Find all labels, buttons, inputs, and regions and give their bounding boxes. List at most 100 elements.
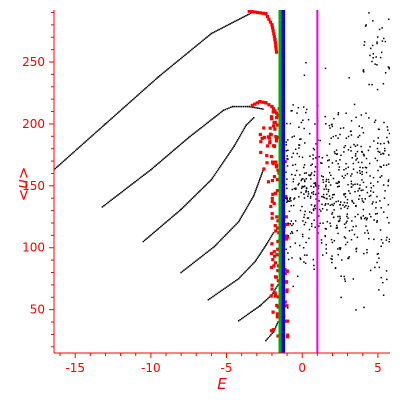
black-point — [332, 194, 334, 196]
black-point — [380, 166, 382, 168]
black-point — [337, 215, 339, 218]
black-point — [76, 148, 78, 150]
black-point — [184, 54, 186, 56]
red-point — [271, 29, 275, 33]
black-point — [68, 155, 70, 158]
red-point — [273, 261, 278, 265]
red-point — [270, 216, 274, 220]
black-point — [170, 65, 172, 68]
black-point — [159, 160, 162, 163]
black-point — [379, 229, 382, 231]
black-point — [300, 179, 303, 182]
black-point — [345, 162, 347, 165]
black-point — [328, 195, 331, 197]
black-point — [325, 243, 327, 246]
red-point — [270, 200, 274, 204]
black-point — [243, 211, 245, 214]
black-point — [303, 261, 305, 263]
black-point — [309, 155, 311, 157]
red-point — [271, 310, 275, 314]
black-point — [198, 43, 200, 45]
black-point — [294, 242, 297, 244]
black-point — [328, 124, 331, 127]
red-point — [273, 224, 277, 228]
black-point — [386, 126, 389, 128]
black-point — [381, 40, 384, 42]
black-point — [347, 183, 349, 186]
y-tick-label: 100 — [22, 241, 45, 255]
black-point — [95, 131, 97, 134]
black-point — [58, 164, 61, 166]
black-point — [213, 174, 216, 176]
red-point — [273, 109, 277, 113]
black-point — [366, 229, 369, 232]
black-point — [293, 198, 295, 200]
black-point — [363, 44, 365, 46]
black-point — [314, 204, 316, 207]
black-point — [260, 251, 262, 254]
black-point — [287, 139, 289, 141]
black-point — [272, 331, 275, 333]
black-point — [303, 213, 306, 216]
black-point — [65, 158, 67, 160]
black-point — [387, 140, 390, 143]
black-point — [344, 280, 346, 282]
black-point — [371, 83, 373, 86]
black-point — [73, 150, 76, 153]
black-point — [218, 28, 221, 31]
black-point — [310, 204, 313, 206]
red-point — [271, 328, 275, 332]
black-point — [327, 190, 330, 193]
black-point — [225, 234, 227, 236]
black-point — [331, 241, 334, 244]
black-point — [349, 130, 352, 133]
black-point — [150, 168, 152, 171]
black-point — [328, 166, 330, 168]
black-point — [358, 125, 361, 127]
black-point — [303, 216, 305, 219]
red-point — [250, 10, 254, 14]
black-point — [271, 233, 274, 236]
black-point — [350, 186, 353, 188]
black-point — [207, 121, 209, 124]
black-point — [250, 119, 253, 121]
black-point — [202, 39, 204, 42]
black-point — [103, 205, 105, 207]
black-point — [301, 235, 304, 238]
black-point — [241, 105, 243, 108]
red-point — [283, 319, 287, 323]
ticks: -15 -10 -5 0 5 50 100 150 200 250 — [22, 11, 382, 375]
black-point — [305, 189, 307, 192]
black-point — [178, 59, 181, 61]
black-point — [298, 126, 300, 128]
black-point — [373, 140, 375, 142]
red-point — [260, 136, 264, 140]
black-point — [351, 199, 353, 202]
red-point — [258, 100, 262, 104]
black-point — [339, 127, 342, 130]
black-point — [344, 196, 347, 198]
black-point — [142, 174, 145, 176]
red-point — [273, 41, 277, 45]
black-point — [243, 15, 246, 18]
red-point — [258, 11, 262, 15]
black-point — [330, 238, 333, 241]
black-point — [340, 207, 342, 210]
black-point — [309, 195, 312, 198]
black-point — [244, 126, 247, 128]
black-point — [77, 147, 80, 149]
black-point — [182, 55, 185, 58]
black-point — [337, 200, 340, 202]
black-series-2 — [101, 105, 264, 208]
red-point — [269, 265, 274, 270]
black-point — [174, 213, 177, 215]
black-point — [292, 164, 294, 166]
black-point — [285, 183, 288, 186]
black-point — [198, 191, 200, 193]
black-point — [350, 120, 353, 122]
black-point — [223, 160, 225, 163]
black-point — [326, 193, 328, 196]
black-point — [274, 289, 276, 291]
black-point — [323, 188, 325, 191]
black-point — [212, 175, 215, 178]
